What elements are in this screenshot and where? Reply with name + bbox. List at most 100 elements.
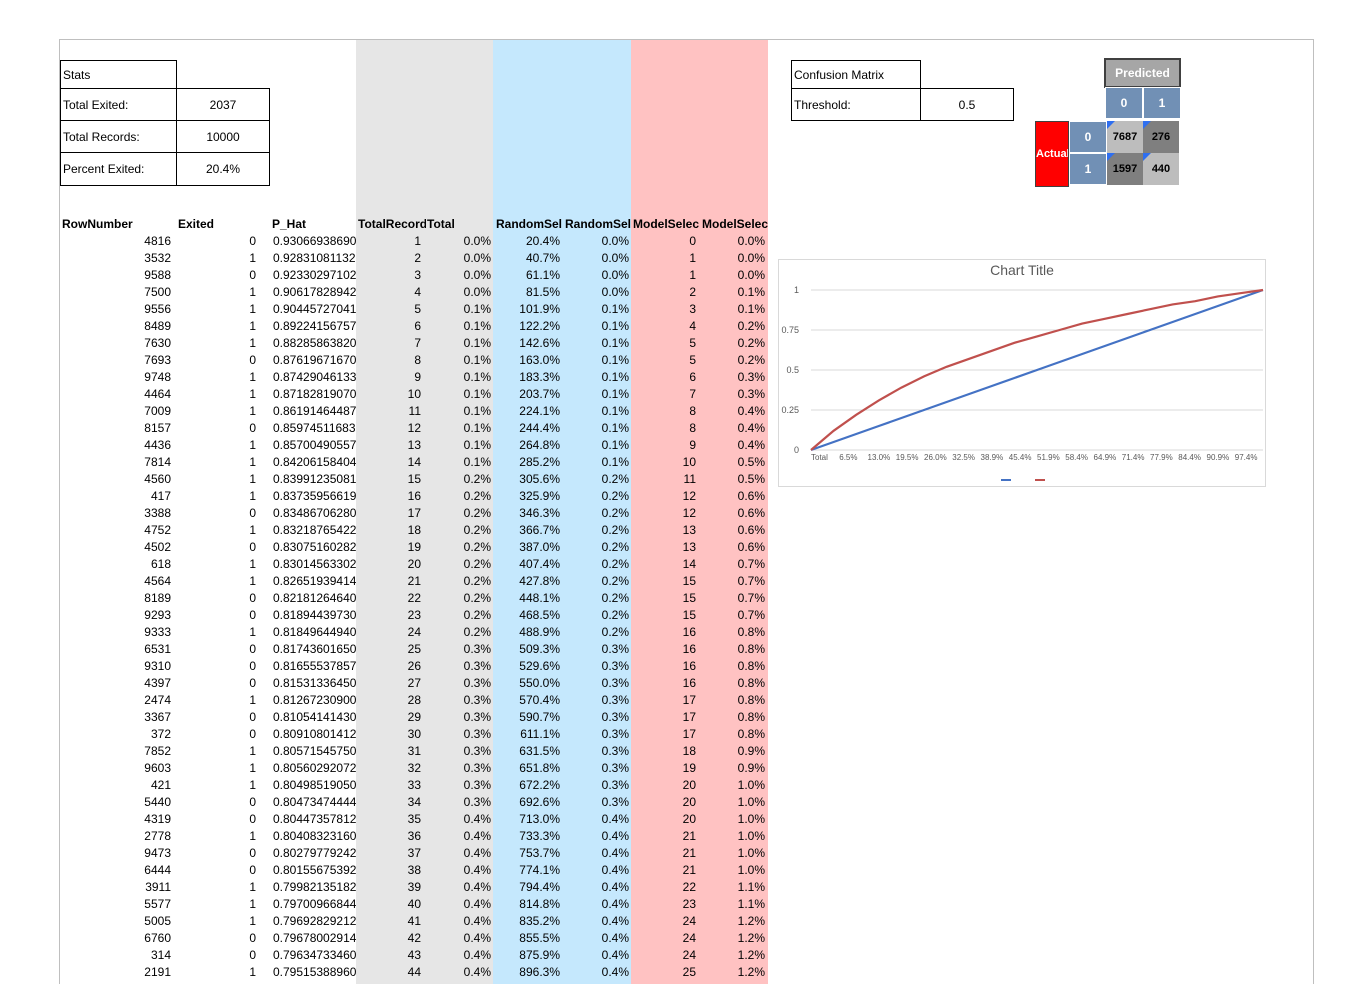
model-selection-count-cell[interactable]: 14 xyxy=(682,557,696,571)
total-records-cell[interactable]: 8 xyxy=(414,353,421,367)
p-hat-cell[interactable]: 0.80447357812 xyxy=(273,812,356,826)
confusion-title-cell[interactable]: Confusion Matrix xyxy=(791,60,921,89)
model-selection-pct-cell[interactable]: 0.7% xyxy=(737,557,765,571)
header-model-selection-pct[interactable]: ModelSelec xyxy=(702,217,768,231)
exited-cell[interactable]: 1 xyxy=(249,438,256,452)
model-selection-count-cell[interactable]: 12 xyxy=(682,489,696,503)
random-selection-pct-cell[interactable]: 0.2% xyxy=(601,506,629,520)
exited-cell[interactable]: 0 xyxy=(249,846,256,860)
exited-cell[interactable]: 1 xyxy=(249,472,256,486)
random-selection-pct-cell[interactable]: 0.4% xyxy=(601,829,629,843)
total-records-cell[interactable]: 10 xyxy=(407,387,421,401)
total-records-cell[interactable]: 23 xyxy=(407,608,421,622)
total-records-cell[interactable]: 38 xyxy=(407,863,421,877)
row-number-cell[interactable]: 2778 xyxy=(144,829,171,843)
spreadsheet-grid[interactable]: Stats Total Exited: 2037 Total Records: … xyxy=(59,39,1314,984)
model-selection-pct-cell[interactable]: 0.0% xyxy=(737,234,765,248)
model-selection-pct-cell[interactable]: 0.0% xyxy=(737,268,765,282)
row-number-cell[interactable]: 8189 xyxy=(144,591,171,605)
total-records-cell[interactable]: 32 xyxy=(407,761,421,775)
total-pct-cell[interactable]: 0.1% xyxy=(463,370,491,384)
total-records-cell[interactable]: 40 xyxy=(407,897,421,911)
p-hat-cell[interactable]: 0.84206158404 xyxy=(273,455,356,469)
header-total[interactable]: Total xyxy=(427,217,455,231)
model-selection-pct-cell[interactable]: 0.1% xyxy=(737,302,765,316)
random-selection-count-cell[interactable]: 488.9% xyxy=(519,625,560,639)
exited-cell[interactable]: 0 xyxy=(249,642,256,656)
actual-row-1[interactable]: 1 xyxy=(1069,153,1107,185)
exited-cell[interactable]: 1 xyxy=(249,319,256,333)
total-records-cell[interactable]: 11 xyxy=(408,404,421,418)
model-selection-count-cell[interactable]: 15 xyxy=(682,608,696,622)
total-pct-cell[interactable]: 0.4% xyxy=(463,880,491,894)
total-pct-cell[interactable]: 0.4% xyxy=(463,948,491,962)
model-selection-count-cell[interactable]: 9 xyxy=(689,438,696,452)
exited-cell[interactable]: 0 xyxy=(249,421,256,435)
p-hat-cell[interactable]: 0.92831081132 xyxy=(273,251,356,265)
random-selection-count-cell[interactable]: 509.3% xyxy=(519,642,560,656)
random-selection-pct-cell[interactable]: 0.2% xyxy=(601,557,629,571)
total-pct-cell[interactable]: 0.1% xyxy=(463,421,491,435)
random-selection-count-cell[interactable]: 733.3% xyxy=(519,829,560,843)
model-selection-pct-cell[interactable]: 1.0% xyxy=(737,829,765,843)
random-selection-count-cell[interactable]: 692.6% xyxy=(519,795,560,809)
model-selection-count-cell[interactable]: 12 xyxy=(682,506,696,520)
exited-cell[interactable]: 1 xyxy=(249,761,256,775)
random-selection-count-cell[interactable]: 427.8% xyxy=(519,574,560,588)
total-records-cell[interactable]: 5 xyxy=(414,302,421,316)
actual-row-0[interactable]: 0 xyxy=(1069,121,1107,153)
p-hat-cell[interactable]: 0.81743601650 xyxy=(273,642,356,656)
random-selection-count-cell[interactable]: 264.8% xyxy=(519,438,560,452)
total-pct-cell[interactable]: 0.4% xyxy=(463,965,491,979)
exited-cell[interactable]: 0 xyxy=(249,710,256,724)
model-selection-count-cell[interactable]: 21 xyxy=(682,846,696,860)
header-total-records[interactable]: TotalRecord xyxy=(358,217,426,231)
total-records-cell[interactable]: 30 xyxy=(407,727,421,741)
model-selection-count-cell[interactable]: 20 xyxy=(682,778,696,792)
row-number-cell[interactable]: 372 xyxy=(150,727,171,741)
model-selection-count-cell[interactable]: 3 xyxy=(689,302,696,316)
p-hat-cell[interactable]: 0.79692829212 xyxy=(273,914,356,928)
row-number-cell[interactable]: 4816 xyxy=(144,234,171,248)
model-selection-count-cell[interactable]: 22 xyxy=(682,880,696,894)
total-records-cell[interactable]: 12 xyxy=(407,421,421,435)
row-number-cell[interactable]: 9293 xyxy=(144,608,171,622)
random-selection-pct-cell[interactable]: 0.1% xyxy=(601,404,629,418)
actual-header[interactable]: Actual xyxy=(1035,121,1069,187)
exited-cell[interactable]: 0 xyxy=(249,727,256,741)
row-number-cell[interactable]: 6444 xyxy=(144,863,171,877)
random-selection-pct-cell[interactable]: 0.0% xyxy=(601,234,629,248)
random-selection-count-cell[interactable]: 875.9% xyxy=(519,948,560,962)
model-selection-count-cell[interactable]: 16 xyxy=(682,659,696,673)
p-hat-cell[interactable]: 0.80155675392 xyxy=(273,863,356,877)
model-selection-count-cell[interactable]: 11 xyxy=(683,472,696,486)
total-records-cell[interactable]: 7 xyxy=(414,336,421,350)
exited-cell[interactable]: 1 xyxy=(249,744,256,758)
total-pct-cell[interactable]: 0.1% xyxy=(463,455,491,469)
total-records-cell[interactable]: 25 xyxy=(407,642,421,656)
p-hat-cell[interactable]: 0.80560292072 xyxy=(273,761,356,775)
total-pct-cell[interactable]: 0.4% xyxy=(463,931,491,945)
p-hat-cell[interactable]: 0.93066938690 xyxy=(273,234,356,248)
random-selection-count-cell[interactable]: 814.8% xyxy=(519,897,560,911)
row-number-cell[interactable]: 4502 xyxy=(144,540,171,554)
total-records-cell[interactable]: 13 xyxy=(407,438,421,452)
header-exited[interactable]: Exited xyxy=(178,217,215,231)
total-pct-cell[interactable]: 0.2% xyxy=(463,625,491,639)
exited-cell[interactable]: 1 xyxy=(249,693,256,707)
random-selection-count-cell[interactable]: 631.5% xyxy=(519,744,560,758)
threshold-label-cell[interactable]: Threshold: xyxy=(791,88,921,121)
row-number-cell[interactable]: 3911 xyxy=(145,880,171,894)
exited-cell[interactable]: 1 xyxy=(249,557,256,571)
random-selection-count-cell[interactable]: 794.4% xyxy=(519,880,560,894)
random-selection-pct-cell[interactable]: 0.2% xyxy=(601,574,629,588)
model-selection-count-cell[interactable]: 21 xyxy=(682,829,696,843)
matrix-cell-tp[interactable]: 440 xyxy=(1143,153,1179,185)
p-hat-cell[interactable]: 0.90617828942 xyxy=(273,285,356,299)
random-selection-count-cell[interactable]: 20.4% xyxy=(525,234,560,248)
random-selection-pct-cell[interactable]: 0.4% xyxy=(601,965,629,979)
model-selection-pct-cell[interactable]: 1.2% xyxy=(737,948,765,962)
random-selection-pct-cell[interactable]: 0.4% xyxy=(601,863,629,877)
row-number-cell[interactable]: 9473 xyxy=(144,846,171,860)
total-pct-cell[interactable]: 0.3% xyxy=(463,744,491,758)
